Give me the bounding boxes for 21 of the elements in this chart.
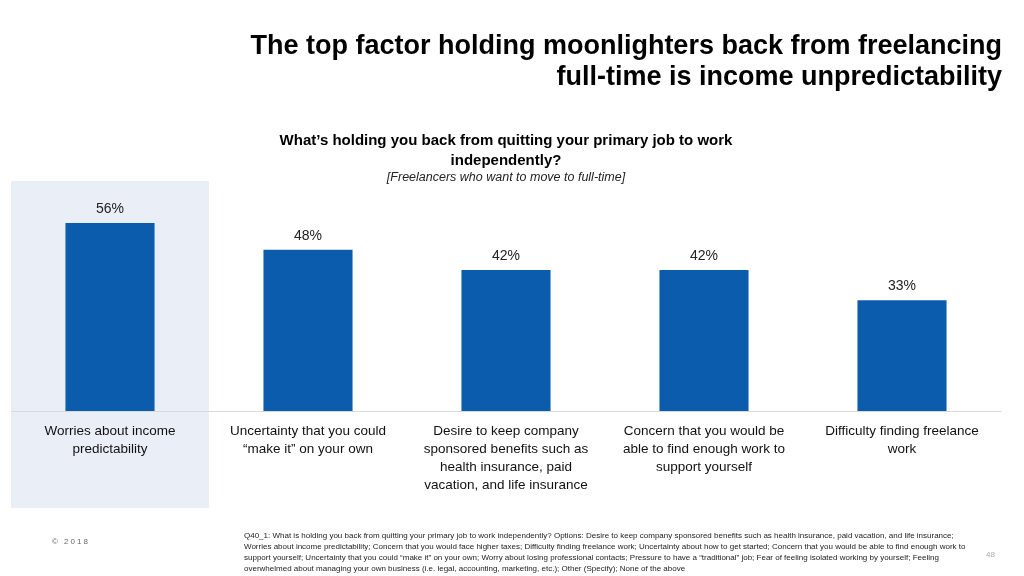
bar <box>857 300 947 411</box>
chart-title: The top factor holding moonlighters back from freelancing full-time is income unpredictability <box>249 30 1002 92</box>
data-label: 42% <box>491 247 521 263</box>
bar <box>65 223 155 411</box>
chart-subtitle: What’s holding you back from quitting your primary job to work independently? <box>279 130 734 168</box>
x-tick-label: Worries about income predictability <box>44 422 176 456</box>
data-label: 42% <box>689 247 719 263</box>
bar <box>659 270 749 411</box>
data-label: 56% <box>95 200 125 216</box>
bar <box>461 270 551 411</box>
x-tick-label: Difficulty finding freelance work <box>825 422 979 456</box>
text: 48 <box>986 550 995 559</box>
bar <box>263 249 353 411</box>
x-tick-label: Desire to keep company sponsored benefits such as health insurance, paid vacation, and life insurance <box>423 422 589 492</box>
data-label: 48% <box>293 226 323 243</box>
data-label: 33% <box>887 277 917 294</box>
x-tick-label: Concern that you would be able to find enough work to support yourself <box>622 422 786 474</box>
text: [Freelancers who want to move to full-time] <box>385 169 626 184</box>
text: Q40_1: What is holding you back from quitting your primary job to work independently? Options: Desire to keep company sponsored benefits such as health insurance, paid vacation, and life insurance; Worries about income predictability; Concern that you would face higher taxes; Difficulty finding freelance work; Uncertainty about how to get started; Concern that you would be able to find enough work to support yourself; Uncertainty that you could “make it” on your own; Worry about losing professional contacts; Pressure to have a “traditional” job; Fear of feeling isolated working by yourself; Feeling overwhelmed about managing your own business (i.e. legal, accounting, marketing, etc.); Other (Specify); None of the above <box>244 530 967 574</box>
text: © 2018 <box>52 537 90 546</box>
x-tick-label: Uncertainty that you could “make it” on your own <box>229 422 387 456</box>
